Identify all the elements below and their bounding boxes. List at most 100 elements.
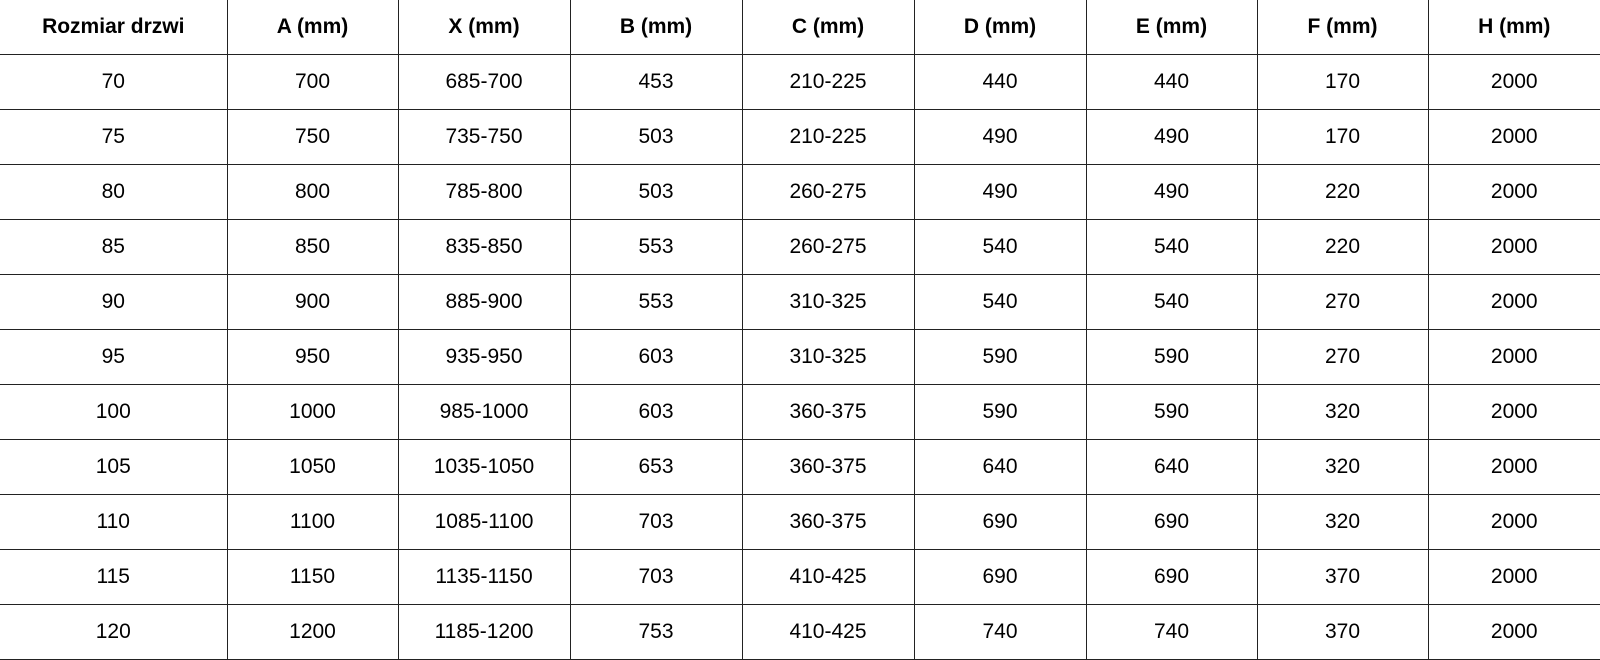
table-cell: 370 (1256, 604, 1429, 660)
table-cell: 2000 (1427, 549, 1600, 605)
table-cell: 603 (569, 384, 743, 440)
table-cell: 100 (0, 384, 228, 440)
table-cell: 540 (1085, 274, 1258, 330)
table-cell: 2000 (1427, 604, 1600, 660)
table-cell: 835-850 (397, 219, 571, 275)
table-row: 85 850 835-850 553 260-275 540 540 220 2000 (0, 219, 1600, 275)
table-cell: 985-1000 (397, 384, 571, 440)
table-cell: 1050 (226, 439, 399, 495)
table-row: 105 1050 1035-1050 653 360-375 640 640 320 2000 (0, 439, 1600, 495)
column-header: D (mm) (913, 0, 1087, 55)
table-cell: 603 (569, 329, 743, 385)
table-cell: 640 (1085, 439, 1258, 495)
table-cell: 540 (913, 274, 1087, 330)
table-cell: 95 (0, 329, 228, 385)
table-cell: 540 (913, 219, 1087, 275)
column-header: B (mm) (569, 0, 743, 55)
table-cell: 2000 (1427, 274, 1600, 330)
table-cell: 490 (913, 164, 1087, 220)
table-cell: 935-950 (397, 329, 571, 385)
table-cell: 410-425 (741, 604, 915, 660)
table-cell: 590 (913, 384, 1087, 440)
table-cell: 503 (569, 109, 743, 165)
table-cell: 105 (0, 439, 228, 495)
table-cell: 170 (1256, 109, 1429, 165)
table-cell: 360-375 (741, 439, 915, 495)
table-cell: 210-225 (741, 109, 915, 165)
table-cell: 85 (0, 219, 228, 275)
column-header: X (mm) (397, 0, 571, 55)
table-cell: 440 (913, 54, 1087, 110)
table-cell: 590 (913, 329, 1087, 385)
table-row: 120 1200 1185-1200 753 410-425 740 740 370 2000 (0, 604, 1600, 660)
header-row: Rozmiar drzwi A (mm) X (mm) B (mm) C (mm) D (… (0, 0, 1600, 55)
table-cell: 1135-1150 (397, 549, 571, 605)
column-header: H (mm) (1427, 0, 1600, 55)
table-cell: 690 (913, 549, 1087, 605)
table-cell: 2000 (1427, 54, 1600, 110)
table-cell: 740 (913, 604, 1087, 660)
table-cell: 170 (1256, 54, 1429, 110)
table-cell: 653 (569, 439, 743, 495)
table-cell: 690 (1085, 494, 1258, 550)
table-cell: 690 (1085, 549, 1258, 605)
column-header: F (mm) (1256, 0, 1429, 55)
table-cell: 410-425 (741, 549, 915, 605)
table-row: 100 1000 985-1000 603 360-375 590 590 320 2000 (0, 384, 1600, 440)
table-row: 95 950 935-950 603 310-325 590 590 270 2000 (0, 329, 1600, 385)
table-row: 90 900 885-900 553 310-325 540 540 270 2000 (0, 274, 1600, 330)
table-row: 110 1100 1085-1100 703 360-375 690 690 320 2000 (0, 494, 1600, 550)
table-cell: 80 (0, 164, 228, 220)
table-cell: 1200 (226, 604, 399, 660)
table-cell: 370 (1256, 549, 1429, 605)
table-cell: 640 (913, 439, 1087, 495)
table-cell: 553 (569, 219, 743, 275)
table-cell: 553 (569, 274, 743, 330)
table-cell: 453 (569, 54, 743, 110)
column-header: C (mm) (741, 0, 915, 55)
table-cell: 2000 (1427, 329, 1600, 385)
table-cell: 753 (569, 604, 743, 660)
table-cell: 703 (569, 494, 743, 550)
table-cell: 75 (0, 109, 228, 165)
table-cell: 2000 (1427, 384, 1600, 440)
table-row: 70 700 685-700 453 210-225 440 440 170 2000 (0, 54, 1600, 110)
table-cell: 590 (1085, 384, 1258, 440)
table-cell: 700 (226, 54, 399, 110)
table-cell: 70 (0, 54, 228, 110)
table-row: 115 1150 1135-1150 703 410-425 690 690 370 2000 (0, 549, 1600, 605)
table-cell: 2000 (1427, 164, 1600, 220)
table-cell: 1035-1050 (397, 439, 571, 495)
column-header: Rozmiar drzwi (0, 0, 228, 55)
table-cell: 1000 (226, 384, 399, 440)
table-cell: 685-700 (397, 54, 571, 110)
table-cell: 320 (1256, 439, 1429, 495)
table-cell: 1085-1100 (397, 494, 571, 550)
table-cell: 320 (1256, 494, 1429, 550)
table-cell: 120 (0, 604, 228, 660)
table-cell: 1150 (226, 549, 399, 605)
table-cell: 220 (1256, 164, 1429, 220)
table-row: 75 750 735-750 503 210-225 490 490 170 2000 (0, 109, 1600, 165)
table-cell: 490 (1085, 164, 1258, 220)
table-cell: 210-225 (741, 54, 915, 110)
table-cell: 740 (1085, 604, 1258, 660)
table-cell: 360-375 (741, 494, 915, 550)
table-cell: 260-275 (741, 164, 915, 220)
table-cell: 703 (569, 549, 743, 605)
table-cell: 220 (1256, 219, 1429, 275)
table-cell: 2000 (1427, 219, 1600, 275)
table-cell: 735-750 (397, 109, 571, 165)
table-cell: 750 (226, 109, 399, 165)
table-cell: 900 (226, 274, 399, 330)
table-cell: 2000 (1427, 494, 1600, 550)
column-header: A (mm) (226, 0, 399, 55)
table-cell: 115 (0, 549, 228, 605)
table-row: 80 800 785-800 503 260-275 490 490 220 2000 (0, 164, 1600, 220)
table-cell: 1185-1200 (397, 604, 571, 660)
table-cell: 785-800 (397, 164, 571, 220)
table-cell: 950 (226, 329, 399, 385)
table-cell: 270 (1256, 329, 1429, 385)
table-cell: 590 (1085, 329, 1258, 385)
